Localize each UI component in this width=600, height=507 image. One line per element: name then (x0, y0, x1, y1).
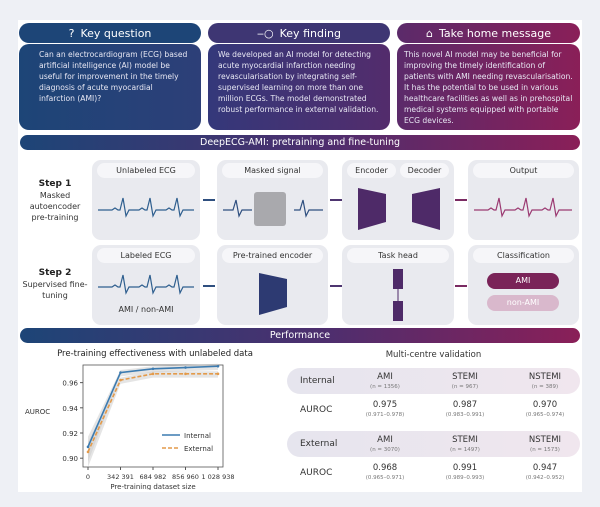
legend-label: External (184, 445, 213, 453)
home-icon: ⌂ (426, 26, 433, 40)
take-home-header: ⌂ Take home message (397, 23, 580, 43)
subgroup-header: AMI (n = 3070) (370, 435, 400, 453)
data-point (151, 372, 155, 376)
table-title: Multi-centre validation (385, 350, 482, 360)
key-question-header: ? Key question (19, 23, 201, 43)
subgroup-header: STEMI (n = 967) (451, 372, 479, 390)
x-axis-label: Pre-training dataset size (110, 483, 195, 490)
metric-label: AUROC (300, 468, 333, 478)
y-tick-label: 0.94 (62, 405, 78, 413)
chart-title: Pre-training effectiveness with unlabele… (57, 349, 253, 359)
table-header-row (287, 368, 580, 394)
data-point (216, 364, 220, 368)
subgroup-header: STEMI (n = 1497) (450, 435, 480, 453)
method-title-bar: DeepECG-AMI: pretraining and fine-tuning (20, 135, 580, 150)
legend-label: Internal (184, 432, 211, 440)
data-point (86, 450, 90, 454)
connector (455, 199, 467, 201)
performance-title-bar: Performance (20, 328, 580, 343)
connector (203, 285, 215, 287)
question-icon: ? (68, 26, 75, 40)
masked-signal-icon (223, 192, 323, 226)
subgroup-header: NSTEMI (n = 389) (528, 372, 562, 390)
x-tick-label: 684 982 (140, 473, 167, 481)
x-tick-label: 342 391 (107, 473, 134, 481)
data-point (119, 378, 122, 382)
data-point (216, 372, 220, 376)
group-label: Internal (300, 376, 335, 386)
key-finding-header: ‒○ Key finding (208, 23, 390, 43)
data-point (184, 366, 187, 369)
data-point (184, 372, 187, 376)
subgroup-header: NSTEMI (n = 1573) (528, 435, 562, 453)
class-non-ami-badge: non-AMI (487, 295, 559, 311)
auroc-value: 0.987 (0.983–0.991) (445, 400, 485, 418)
output-box: Output (468, 160, 579, 240)
ecg-caption: AMI / non-AMI (118, 305, 174, 314)
step2-label: Step 2 Supervised fine-tuning (22, 268, 88, 300)
auroc-value: 0.991 (0.989–0.993) (445, 463, 485, 481)
encoder-icon (259, 273, 287, 315)
class-ami-badge: AMI (487, 273, 559, 289)
key-icon: ‒○ (257, 26, 274, 40)
auroc-value: 0.970 (0.965–0.974) (525, 400, 565, 418)
task-head-box: Task head (342, 245, 454, 325)
subgroup-header: AMI (n = 1356) (370, 372, 400, 390)
metric-label: AUROC (300, 405, 333, 415)
encoder-decoder-box: Encoder Decoder (342, 160, 454, 240)
x-tick-label: 856 960 (172, 473, 199, 481)
y-axis-label: AUROC (25, 408, 50, 416)
connector (203, 199, 215, 201)
task-head-icon (393, 269, 403, 321)
key-question-text: Can an electrocardiogram (ECG) based art… (19, 44, 201, 130)
x-tick-label: 1 028 938 (201, 473, 234, 481)
pretrained-encoder-box: Pre-trained encoder (217, 245, 328, 325)
data-point (119, 371, 122, 374)
x-tick-label: 0 (86, 473, 90, 481)
y-tick-label: 0.96 (62, 380, 78, 388)
auroc-line-chart: 0.90 0.92 0.94 0.96 0 342 391 684 982 856 960 1 … (25, 363, 235, 490)
data-point (151, 367, 155, 371)
ecg-wave-icon (98, 197, 194, 218)
take-home-text: This novel AI model may be beneficial fo… (397, 44, 580, 130)
step1-label: Step 1 Masked autoencoder pre-training (29, 179, 81, 222)
auroc-value: 0.975 (0.971–0.978) (365, 400, 405, 418)
connector (330, 199, 342, 201)
group-label: External (300, 439, 338, 449)
y-tick-label: 0.90 (62, 455, 78, 463)
unlabeled-ecg-box: Unlabeled ECG (92, 160, 200, 240)
ecg-wave-icon (98, 274, 194, 295)
table-header-row (287, 431, 580, 457)
masked-signal-box: Masked signal (217, 160, 328, 240)
connector (455, 285, 467, 287)
output-ecg-icon (474, 197, 572, 218)
y-tick-label: 0.92 (62, 430, 78, 438)
classification-box: Classification AMI non-AMI (468, 245, 579, 325)
key-finding-text: We developed an AI model for detecting a… (208, 44, 390, 130)
encoder-decoder-icon (358, 188, 440, 230)
auroc-value: 0.947 (0.942–0.952) (525, 463, 565, 481)
auroc-value: 0.968 (0.965–0.971) (365, 463, 405, 481)
labeled-ecg-box: Labeled ECG AMI / non-AMI (92, 245, 200, 325)
data-point (86, 445, 90, 449)
connector (330, 285, 342, 287)
